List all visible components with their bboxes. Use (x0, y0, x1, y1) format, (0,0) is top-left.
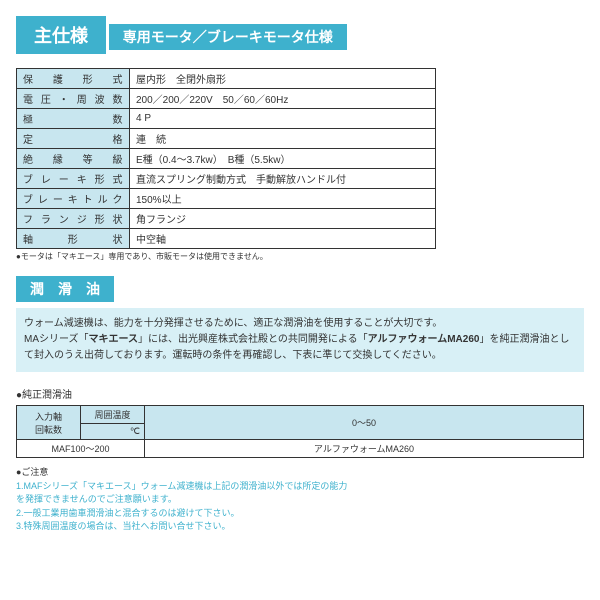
info-line2c: 」には、出光興産株式会社殿との共同開発による「 (138, 334, 368, 345)
spec-label: 軸形状 (17, 229, 130, 249)
notes-block: ●ご注意 1.MAFシリーズ「マキエース」ウォーム減速機は上記の潤滑油以外では所… (16, 466, 584, 534)
spec-label: 絶縁等級 (17, 149, 130, 169)
spec-label: 極数 (17, 109, 130, 129)
spec-value: 200／200／220V 50／60／60Hz (130, 89, 436, 109)
info-box: ウォーム減速機は、能力を十分発揮させるために、適正な潤滑油を使用することが大切で… (16, 308, 584, 372)
info-bold2: アルファウォームMA260 (368, 334, 480, 345)
note-item: 3.特殊周囲温度の場合は、当社へお問い合せ下さい。 (16, 520, 584, 534)
spec-label: フランジ形状 (17, 209, 130, 229)
notes-header: ●ご注意 (16, 466, 584, 480)
lube-table: 入力軸回転数 周囲温度 0～50 ℃ MAF100～200 アルファウォームMA… (16, 405, 584, 458)
spec-label: ブレーキトルク (17, 189, 130, 209)
spec-label: 保護形式 (17, 69, 130, 89)
lube-row-oil: アルファウォームMA260 (145, 440, 584, 458)
spec-value: 4 P (130, 109, 436, 129)
lube-h-input: 入力軸回転数 (17, 406, 81, 440)
spec-note: ●モータは「マキエース」専用であり、市販モータは使用できません。 (16, 251, 584, 262)
note-item: 2.一般工業用歯車潤滑油と混合するのは避けて下さい。 (16, 507, 584, 521)
lube-label: ●純正潤滑油 (16, 386, 584, 401)
spec-value: 角フランジ (130, 209, 436, 229)
spec-value: 連 続 (130, 129, 436, 149)
section-motor-title: 専用モータ／ブレーキモータ仕様 (109, 24, 347, 50)
spec-value: E種（0.4～3.7kw） B種（5.5kw） (130, 149, 436, 169)
info-bold1: マキエース (89, 334, 139, 345)
spec-value: 屋内形 全閉外扇形 (130, 69, 436, 89)
section-lubricant-title: 潤 滑 油 (16, 276, 114, 302)
note-item: 1.MAFシリーズ「マキエース」ウォーム減速機は上記の潤滑油以外では所定の能力を… (16, 480, 584, 507)
spec-table: 保護形式屋内形 全閉外扇形電圧・周波数200／200／220V 50／60／60… (16, 68, 436, 249)
lube-temp-range: 0～50 (145, 406, 584, 440)
spec-label: ブレーキ形式 (17, 169, 130, 189)
info-line2a: MAシリーズ「 (24, 334, 89, 345)
lube-row-model: MAF100～200 (17, 440, 145, 458)
lube-h-temp-b: ℃ (81, 424, 145, 440)
spec-value: 中空軸 (130, 229, 436, 249)
info-line1: ウォーム減速機は、能力を十分発揮させるために、適正な潤滑油を使用することが大切で… (24, 318, 442, 329)
spec-label: 定格 (17, 129, 130, 149)
spec-label: 電圧・周波数 (17, 89, 130, 109)
spec-value: 150%以上 (130, 189, 436, 209)
main-title: 主仕様 (16, 16, 106, 54)
lube-h-temp-a: 周囲温度 (81, 406, 145, 424)
spec-value: 直流スプリング制動方式 手動解放ハンドル付 (130, 169, 436, 189)
